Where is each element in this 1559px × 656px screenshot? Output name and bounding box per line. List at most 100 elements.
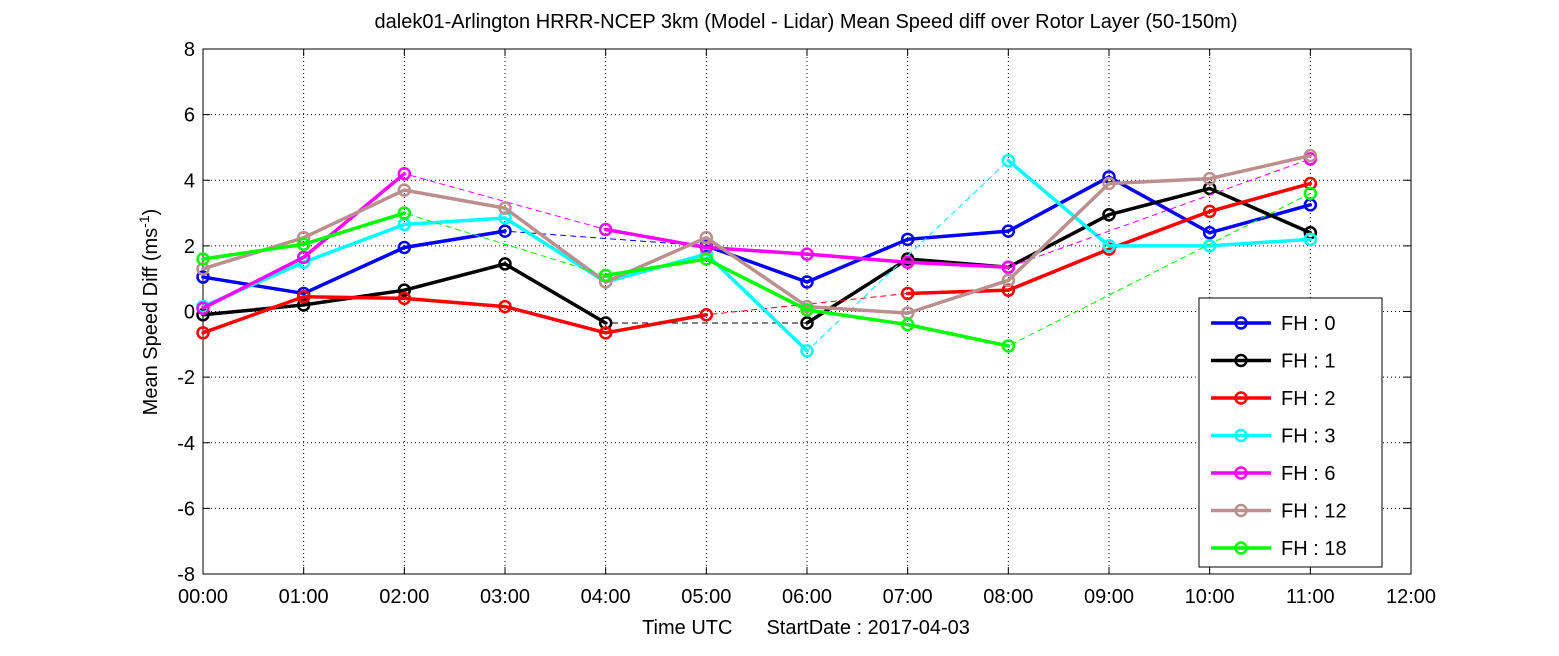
- y-tick-label: -4: [177, 433, 195, 455]
- series-line-segment: [805, 308, 910, 327]
- data-point: [196, 326, 210, 340]
- y-axis-label-close: ): [140, 209, 162, 216]
- x-tick-label: 08:00: [983, 586, 1033, 608]
- series-line-segment: [1006, 158, 1111, 248]
- legend-label: FH : 6: [1281, 463, 1335, 485]
- y-tick-label: -8: [177, 564, 195, 586]
- series-line-segment: [402, 262, 507, 292]
- series-gap-connector: [202, 159, 1311, 352]
- data-point: [699, 252, 714, 266]
- series-line-segment: [704, 257, 809, 312]
- series-line-segment: [1107, 209, 1212, 251]
- data-point: [196, 301, 210, 315]
- series-line-segment: [905, 260, 1011, 269]
- series-line-segment: [603, 235, 709, 284]
- data-point: [296, 298, 311, 312]
- data-point: [1001, 224, 1016, 238]
- legend-item: FH : 3: [1211, 426, 1335, 448]
- series-line-segment: [1107, 176, 1212, 186]
- series-line-segment: [905, 288, 1011, 296]
- series-line-segment: [1107, 175, 1212, 235]
- legend-label: FH : 2: [1281, 388, 1335, 410]
- legend: FH : 0 FH : 1 FH : 2 FH : 3 FH : 6 FH : 12 FH …: [1198, 297, 1383, 568]
- series-line-segment: [402, 296, 507, 309]
- data-point: [397, 240, 412, 255]
- x-tick-label: 04:00: [581, 586, 631, 608]
- series-line-segment: [805, 304, 910, 315]
- y-axis-label-superscript: -1: [136, 215, 152, 228]
- series-layer: [196, 148, 1318, 358]
- series-line-segment: [905, 322, 1011, 348]
- series-line-segment: [402, 216, 507, 227]
- data-point: [900, 317, 915, 332]
- legend-item: FH : 0: [1211, 313, 1335, 335]
- legend-label: FH : 18: [1281, 538, 1347, 560]
- data-point: [1102, 176, 1116, 191]
- legend-swatch-marker: [1234, 466, 1248, 480]
- y-tick-label: 0: [184, 302, 195, 324]
- data-point: [397, 206, 412, 220]
- data-point: [1303, 186, 1318, 201]
- legend-label: FH : 3: [1281, 426, 1335, 448]
- data-point: [296, 289, 311, 304]
- legend-item: FH : 18: [1211, 538, 1347, 560]
- data-point: [196, 270, 210, 284]
- series-line-segment: [905, 278, 1011, 315]
- series-line-segment: [905, 229, 1011, 242]
- series-line-segment: [1006, 212, 1111, 269]
- series-line-segment: [301, 188, 407, 240]
- data-point: [800, 344, 814, 358]
- x-tick-label: 00:00: [178, 586, 228, 608]
- x-tick-label: 09:00: [1084, 586, 1134, 608]
- data-point: [196, 252, 210, 266]
- x-axis-label-text: Time UTC: [642, 617, 732, 639]
- data-point: [1001, 339, 1016, 353]
- series-line-segment: [704, 252, 809, 353]
- data-point: [397, 183, 412, 197]
- y-tick-label: 2: [184, 236, 195, 258]
- x-tick-label: 07:00: [883, 586, 933, 608]
- legend-label: FH : 1: [1281, 351, 1335, 373]
- series-line-segment: [301, 222, 407, 265]
- legend-swatch-marker: [1234, 316, 1248, 330]
- y-tick-label: -6: [177, 498, 195, 520]
- series-line-segment: [503, 304, 608, 335]
- data-point: [296, 250, 311, 265]
- y-tick-label: 8: [184, 39, 195, 61]
- legend-swatch-marker: [1234, 541, 1248, 555]
- data-point: [800, 303, 814, 317]
- series-line-segment: [503, 262, 608, 325]
- data-point: [1202, 239, 1217, 253]
- series-line-segment: [201, 303, 306, 317]
- series-line-segment: [402, 188, 507, 210]
- data-point: [699, 230, 714, 245]
- y-axis-label-text: Mean Speed Diff (ms: [140, 228, 162, 416]
- series-fh-18: [196, 186, 1318, 353]
- series-line-segment: [1006, 181, 1111, 283]
- x-tick-label: 02:00: [379, 586, 429, 608]
- legend-item: FH : 1: [1211, 351, 1335, 373]
- series-line-segment: [1207, 181, 1313, 214]
- series-line-segment: [503, 206, 608, 284]
- y-tick-label: 4: [184, 170, 195, 192]
- data-point: [1102, 207, 1116, 222]
- y-tick-label: -2: [177, 367, 195, 389]
- series-line-segment: [1207, 186, 1313, 235]
- series-line-segment: [201, 294, 306, 335]
- y-axis-label: Mean Speed Diff (ms-1): [136, 209, 162, 416]
- legend-swatch-marker: [1234, 391, 1248, 405]
- series-line-segment: [603, 257, 709, 278]
- series-line-segment: [402, 229, 507, 250]
- series-fh-12: [196, 148, 1318, 320]
- legend-item: FH : 12: [1211, 501, 1347, 523]
- data-point: [1001, 260, 1016, 274]
- data-point: [397, 283, 412, 297]
- series-fh-3: [196, 153, 1318, 358]
- data-point: [800, 316, 814, 330]
- x-axis-tick-labels: 00:00 01:00 02:00 03:00 04:00 05:00 06:00 07:00…: [178, 586, 1436, 608]
- y-axis-tick-labels: -8 -6 -4 -2 0 2 4 6 8: [177, 39, 195, 586]
- data-point: [1303, 232, 1318, 247]
- data-point: [498, 201, 512, 215]
- series-line-segment: [704, 235, 809, 309]
